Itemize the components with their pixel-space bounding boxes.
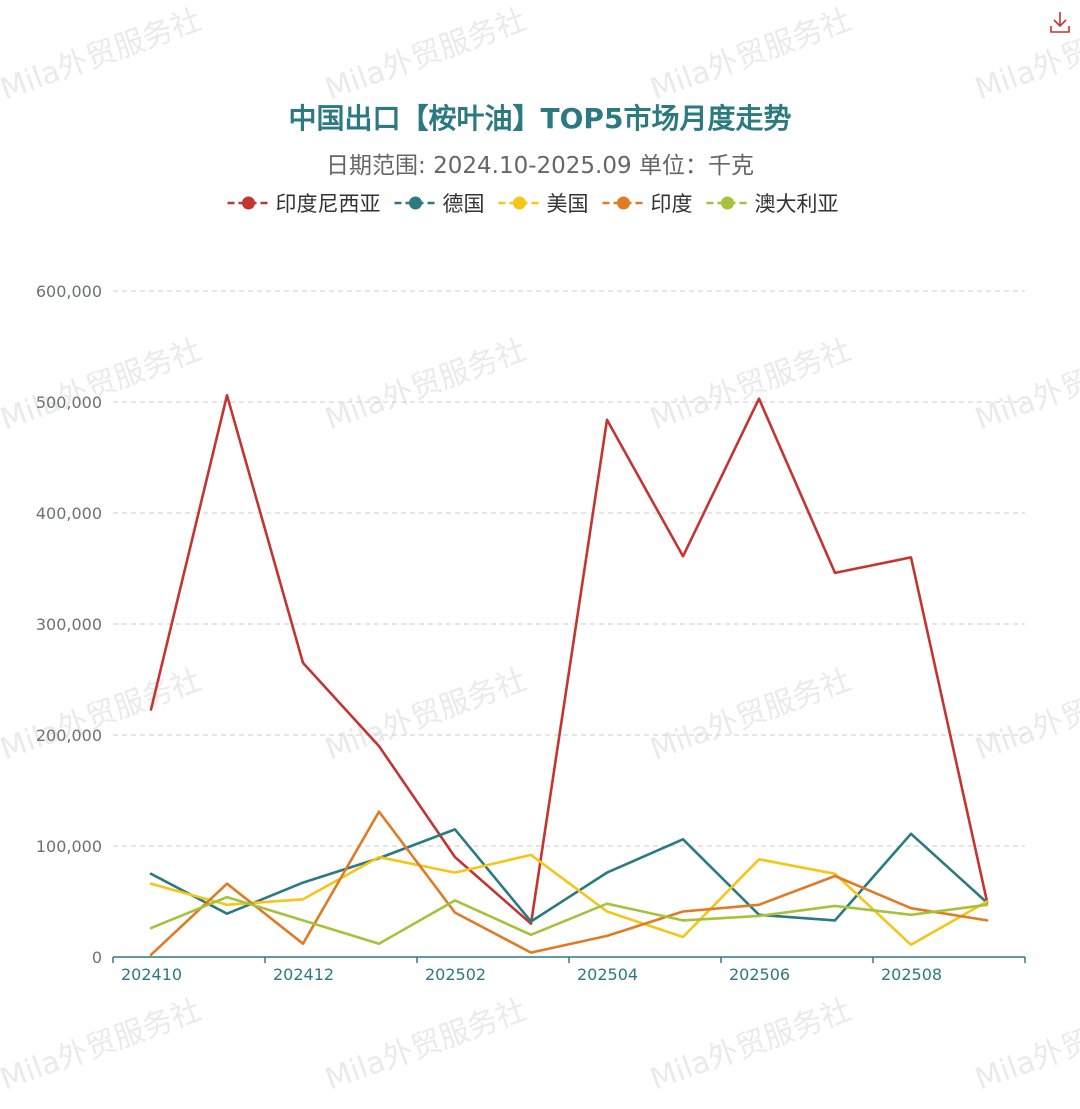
watermark-text: Mila外贸服务社 [0,332,206,437]
series-line-3[interactable] [149,853,989,947]
series-layer [149,393,989,957]
watermark-text: Mila外贸服务社 [971,992,1080,1097]
legend: 印度尼西亚 德国 美国 印度 澳大利亚 [227,192,839,216]
watermark-text: Mila外贸服务社 [646,662,856,767]
x-tick-label: 202410 [121,965,182,984]
x-tick-label: 202502 [425,965,486,984]
legend-label: 澳大利亚 [755,192,839,216]
y-axis: 0 100,000 200,000 300,000 400,000 500,000 600,… [36,282,102,967]
y-tick-label: 400,000 [36,504,102,523]
watermark-text: Mila外贸服务社 [321,332,531,437]
y-tick-label: 300,000 [36,615,102,634]
chart-title: 中国出口【桉叶油】TOP5市场月度走势 [289,102,792,135]
legend-label: 德国 [443,192,485,216]
series-line-5[interactable] [149,895,989,946]
chart-subtitle: 日期范围: 2024.10-2025.09 单位：千克 [326,153,754,179]
legend-marker-icon [242,196,255,210]
grid-lines [113,290,1025,847]
y-tick-label: 600,000 [36,282,102,301]
legend-marker-icon [617,196,630,210]
x-axis: 202410 202412 202502 202504 202506 202508 [112,956,1026,984]
legend-marker-icon [513,196,526,210]
y-tick-label: 0 [92,948,102,967]
watermark-text: Mila外贸服务社 [0,662,206,767]
y-tick-label: 100,000 [36,837,102,856]
watermark-text: Mila外贸服务社 [646,332,856,437]
y-tick-label: 200,000 [36,726,102,745]
x-tick-label: 202412 [273,965,334,984]
legend-marker-icon [409,196,422,210]
legend-label: 印度 [651,192,693,216]
series-line-4[interactable] [149,810,989,957]
legend-label: 美国 [547,192,589,216]
watermark-text: Mila外贸服务社 [971,662,1080,767]
legend-item-4[interactable]: 印度 [602,192,693,216]
legend-label: 印度尼西亚 [276,192,381,216]
legend-item-1[interactable]: 印度尼西亚 [227,192,381,216]
watermark-text: Mila外贸服务社 [0,2,206,107]
legend-item-5[interactable]: 澳大利亚 [706,192,839,216]
legend-item-3[interactable]: 美国 [498,192,589,216]
x-tick-label: 202508 [881,965,942,984]
x-tick-label: 202506 [729,965,790,984]
watermark-text: Mila外贸服务社 [646,992,856,1097]
legend-item-2[interactable]: 德国 [394,192,485,216]
watermark-text: Mila外贸服务社 [321,2,531,107]
x-tick-label: 202504 [577,965,638,984]
watermark-text: Mila外贸服务社 [646,2,856,107]
legend-marker-icon [721,196,734,210]
download-icon[interactable] [1046,8,1074,36]
series-line-2[interactable] [149,828,989,923]
watermark-text: Mila外贸服务社 [321,992,531,1097]
y-tick-label: 500,000 [36,393,102,412]
series-line-1[interactable] [149,393,989,926]
watermark-text: Mila外贸服务社 [0,992,206,1097]
watermark-text: Mila外贸服务社 [971,332,1080,437]
